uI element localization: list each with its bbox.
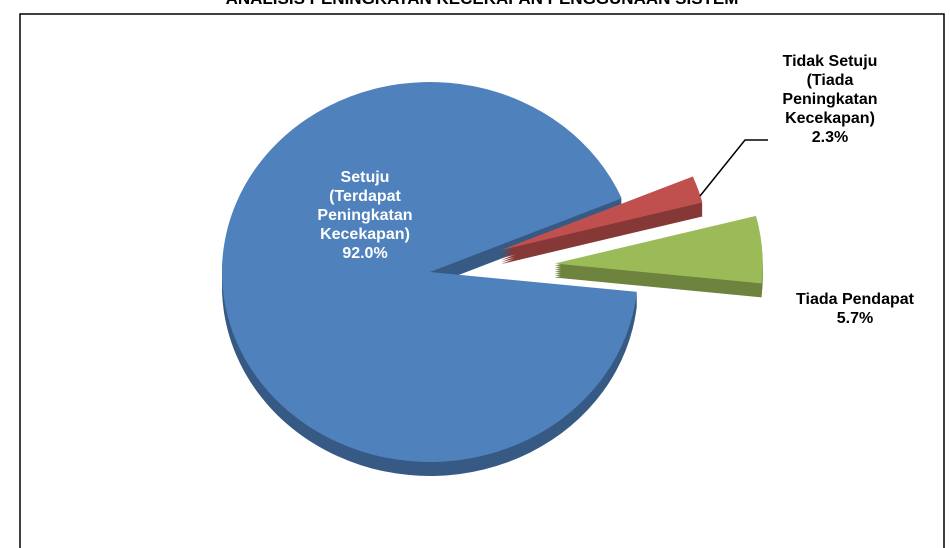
- category-label: Setuju (Terdapat Peningkatan Kecekapan): [317, 169, 413, 243]
- value-label: 2.3%: [811, 129, 849, 146]
- slice: [501, 176, 703, 251]
- leader-line: [699, 139, 768, 197]
- slice-label: Tidak Setuju (Tiada Peningkatan Kecekapa…: [760, 52, 900, 147]
- value-label: 5.7%: [836, 310, 874, 327]
- pie: [221, 81, 763, 477]
- chart-title: ANALISIS PENINGKATAN KECEKAPAN PENGGUNAA…: [226, 0, 739, 8]
- slice: [554, 215, 763, 284]
- slice: [221, 81, 637, 463]
- value-label: 92.0%: [342, 245, 388, 262]
- category-label: Tidak Setuju (Tiada Peningkatan Kecekapa…: [782, 53, 878, 127]
- slice-label: Setuju (Terdapat Peningkatan Kecekapan) …: [290, 168, 440, 263]
- slice-label: Tiada Pendapat 5.7%: [770, 290, 940, 328]
- category-label: Tiada Pendapat: [796, 291, 914, 308]
